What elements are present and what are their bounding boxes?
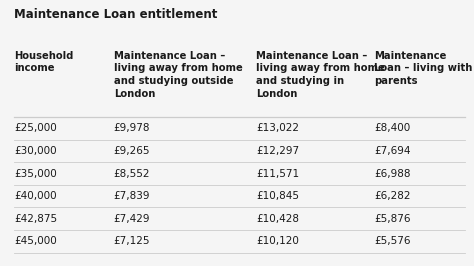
- Text: Maintenance Loan entitlement: Maintenance Loan entitlement: [14, 8, 218, 21]
- Text: £10,120: £10,120: [256, 236, 299, 246]
- Text: £30,000: £30,000: [14, 146, 57, 156]
- Text: Maintenance
Loan – living with
parents: Maintenance Loan – living with parents: [374, 51, 473, 86]
- Text: £8,400: £8,400: [374, 123, 410, 133]
- Text: £40,000: £40,000: [14, 191, 57, 201]
- Text: Maintenance Loan –
living away from home
and studying in
London: Maintenance Loan – living away from home…: [256, 51, 385, 99]
- Text: £7,125: £7,125: [114, 236, 150, 246]
- Text: £10,845: £10,845: [256, 191, 299, 201]
- Text: £13,022: £13,022: [256, 123, 299, 133]
- Text: £8,552: £8,552: [114, 169, 150, 178]
- Text: £6,282: £6,282: [374, 191, 411, 201]
- Text: £25,000: £25,000: [14, 123, 57, 133]
- Text: £6,988: £6,988: [374, 169, 411, 178]
- Text: £5,576: £5,576: [374, 236, 411, 246]
- Text: Household
income: Household income: [14, 51, 73, 73]
- Text: £11,571: £11,571: [256, 169, 299, 178]
- Text: £7,429: £7,429: [114, 214, 150, 224]
- Text: £5,876: £5,876: [374, 214, 411, 224]
- Text: £9,978: £9,978: [114, 123, 150, 133]
- Text: £7,839: £7,839: [114, 191, 150, 201]
- Text: £12,297: £12,297: [256, 146, 299, 156]
- Text: £9,265: £9,265: [114, 146, 150, 156]
- Text: £35,000: £35,000: [14, 169, 57, 178]
- Text: £45,000: £45,000: [14, 236, 57, 246]
- Text: £10,428: £10,428: [256, 214, 299, 224]
- Text: £42,875: £42,875: [14, 214, 57, 224]
- Text: £7,694: £7,694: [374, 146, 411, 156]
- Text: Maintenance Loan –
living away from home
and studying outside
London: Maintenance Loan – living away from home…: [114, 51, 243, 99]
